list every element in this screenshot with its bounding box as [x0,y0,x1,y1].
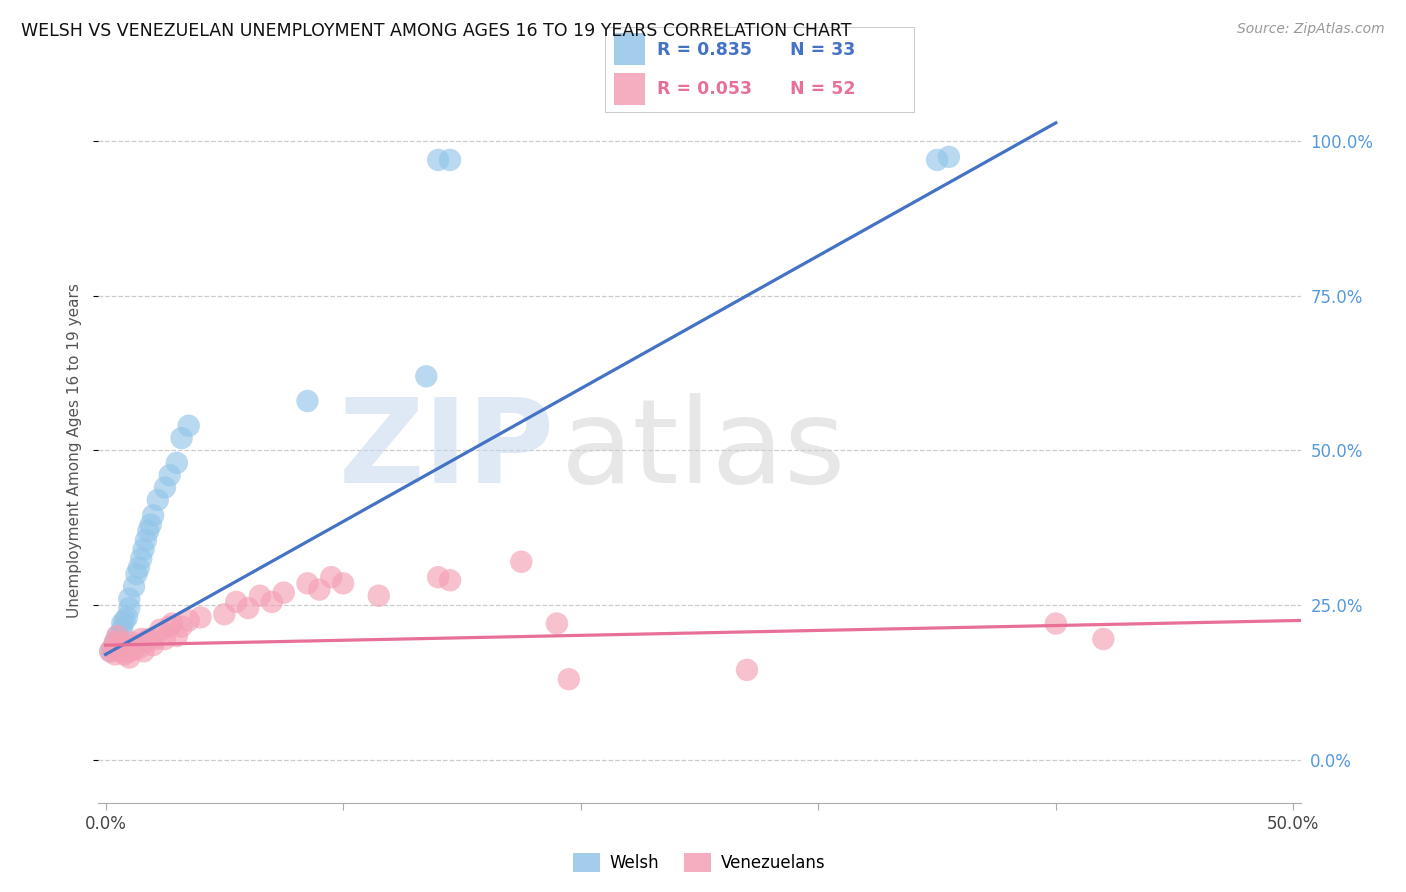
Point [128,561,150,575]
Point [115,610,138,624]
Text: N = 52: N = 52 [790,80,856,98]
Text: atlas: atlas [561,393,846,508]
Point [108,644,131,658]
Point [135,533,157,547]
Point [129,551,152,566]
Point [159,468,181,483]
Point [145,632,167,646]
Point [214,607,236,622]
Point [104,635,127,649]
Legend: Welsh, Venezuelans: Welsh, Venezuelans [567,847,832,879]
Point [159,620,181,634]
Point [170,431,193,445]
Point [297,394,319,409]
Point [128,641,150,656]
Point [107,629,129,643]
Point [236,601,259,615]
Point [139,517,162,532]
Point [321,570,343,584]
Point [1092,632,1115,646]
Point [415,369,437,384]
Y-axis label: Unemployment Among Ages 16 to 19 years: Unemployment Among Ages 16 to 19 years [67,283,83,618]
Point [108,635,131,649]
Text: R = 0.053: R = 0.053 [657,80,752,98]
Point [118,601,141,615]
Bar [614,33,645,65]
Point [149,623,172,637]
Point [114,641,136,656]
Point [111,644,134,658]
Point [111,623,134,637]
Point [98,644,121,658]
Point [118,644,141,658]
Point [115,644,138,658]
Point [225,595,247,609]
Point [367,589,389,603]
Text: WELSH VS VENEZUELAN UNEMPLOYMENT AMONG AGES 16 TO 19 YEARS CORRELATION CHART: WELSH VS VENEZUELAN UNEMPLOYMENT AMONG A… [21,22,852,40]
Point [122,641,145,656]
Point [135,635,157,649]
Point [177,614,200,628]
Bar [614,72,645,104]
Point [142,508,165,523]
Point [101,641,124,656]
Point [114,648,136,662]
Point [104,648,127,662]
Point [142,638,165,652]
Point [104,635,127,649]
Point [153,481,176,495]
Point [122,579,145,593]
Point [136,524,159,538]
Text: Source: ZipAtlas.com: Source: ZipAtlas.com [1237,22,1385,37]
Text: ZIP: ZIP [339,393,555,508]
Point [118,591,141,606]
Point [427,153,450,167]
Point [153,632,176,646]
Point [427,570,450,584]
Point [107,629,129,643]
Point [170,620,193,634]
Point [107,641,129,656]
Point [1045,616,1067,631]
Point [439,574,461,588]
Point [177,418,200,433]
Point [107,638,129,652]
Point [108,632,131,646]
Point [297,576,319,591]
Text: N = 33: N = 33 [790,41,855,59]
Point [125,638,148,652]
Point [121,635,143,649]
Point [125,567,148,582]
Point [190,610,212,624]
Point [925,153,948,167]
Point [160,616,183,631]
Point [129,632,152,646]
Point [439,153,461,167]
Point [546,616,568,631]
Point [166,629,188,643]
Point [249,589,271,603]
Point [260,595,283,609]
Point [98,644,121,658]
Point [735,663,758,677]
Point [136,632,159,646]
Point [332,576,354,591]
Point [111,638,134,652]
Point [101,641,124,656]
Text: R = 0.835: R = 0.835 [657,41,752,59]
Point [146,492,169,507]
Point [166,456,188,470]
Point [308,582,330,597]
Point [273,585,295,599]
Point [114,614,136,628]
Point [111,616,134,631]
Point [132,542,155,557]
Point [132,644,155,658]
Point [118,650,141,665]
Point [558,672,581,686]
Point [938,150,960,164]
Point [510,555,533,569]
